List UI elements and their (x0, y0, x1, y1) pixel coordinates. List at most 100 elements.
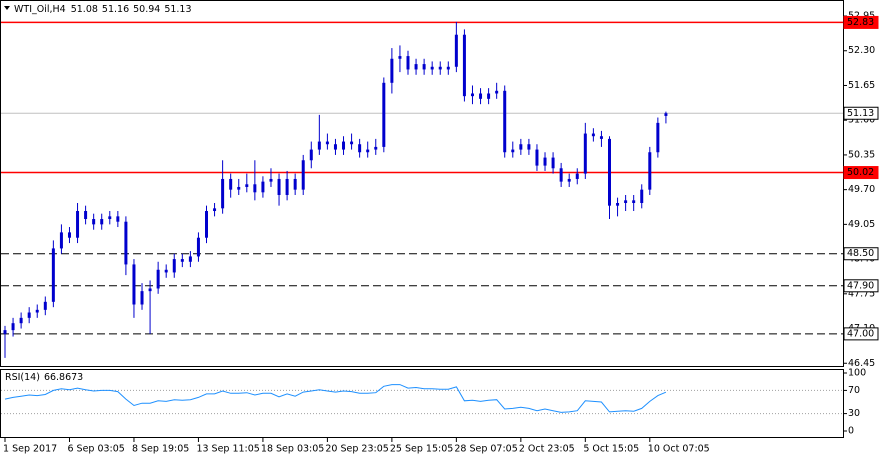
candle-body (124, 221, 128, 265)
x-tick-label: 1 Sep 2017 (3, 444, 57, 455)
y-tick-label: 52.30 (848, 45, 875, 56)
level-label-box (843, 15, 879, 29)
candle-body (640, 189, 644, 203)
candle-body (333, 144, 337, 150)
candle-body (205, 211, 208, 238)
symbol: WTI_Oil,H4 (14, 4, 66, 15)
candle-body (180, 259, 184, 262)
candle-body (51, 248, 55, 302)
header-open: 51.08 (71, 4, 98, 15)
header-close: 51.13 (164, 4, 191, 15)
candle-body (591, 133, 595, 137)
candle-body (76, 211, 80, 238)
candle-body (398, 56, 402, 59)
candle-body (608, 138, 611, 206)
level-label-box (843, 327, 879, 341)
candle-body (237, 186, 241, 190)
candle-body (551, 157, 555, 169)
candle-body (221, 178, 225, 209)
candle-body (301, 160, 305, 190)
candle-body (503, 90, 507, 153)
candle-body (164, 269, 168, 273)
candle-body (366, 149, 370, 153)
y-tick-label: 50.35 (848, 149, 875, 160)
candle-body (583, 133, 587, 174)
header-low: 50.94 (133, 4, 160, 15)
rsi-value: 66.8673 (44, 372, 83, 383)
candle-body (567, 178, 571, 182)
candle-body (92, 219, 96, 225)
rsi-tick-label: 100 (848, 368, 866, 379)
x-tick-label: 2 Oct 23:05 (519, 444, 575, 455)
rsi-tick-label: 30 (848, 408, 860, 419)
candle-body (285, 178, 289, 195)
candle-body (527, 144, 531, 150)
candle-body (293, 178, 297, 190)
candle-body (616, 202, 620, 206)
candle-body (430, 66, 434, 70)
candle-body (156, 269, 160, 289)
x-tick-label: 28 Sep 07:05 (454, 444, 517, 455)
candle-body (446, 66, 450, 70)
x-tick-label: 25 Sep 15:05 (390, 444, 453, 455)
candle-body (309, 149, 313, 161)
candle-body (342, 141, 346, 150)
candle-body (664, 113, 668, 116)
candle-body (656, 122, 660, 153)
rsi-name: RSI(14) (5, 372, 40, 383)
x-tick-label: 8 Sep 19:05 (132, 444, 189, 455)
x-tick-label: 5 Oct 15:05 (583, 444, 639, 455)
y-tick-label: 51.65 (848, 80, 875, 91)
y-tick-label: 49.70 (848, 184, 875, 195)
candle-body (11, 323, 15, 331)
candle-body (172, 259, 176, 273)
candle-body (35, 309, 39, 313)
candle-body (229, 178, 233, 190)
header-high: 51.16 (102, 4, 129, 15)
candle-body (470, 93, 474, 97)
candle-body (253, 184, 257, 193)
x-tick-label: 10 Oct 07:05 (648, 444, 710, 455)
candle-body (67, 232, 71, 238)
candle-body (358, 144, 362, 153)
candle-body (108, 216, 112, 220)
candle-body (84, 211, 88, 220)
candle-body (438, 66, 442, 70)
level-label-box (843, 166, 879, 180)
y-tick-label: 47.75 (848, 288, 875, 299)
y-tick-label: 51.00 (848, 115, 875, 126)
rsi-header: RSI(14) 66.8673 (5, 372, 83, 383)
x-tick-label: 20 Sep 23:05 (325, 444, 388, 455)
rsi-tick-label: 0 (848, 426, 854, 437)
candle-body (317, 141, 321, 150)
x-tick-label: 13 Sep 11:05 (196, 444, 259, 455)
candle-body (59, 232, 63, 249)
candle-body (196, 237, 200, 257)
candle-body (511, 149, 515, 153)
candle-body (19, 317, 23, 324)
chart-header: WTI_Oil,H4 51.08 51.16 50.94 51.13 (14, 4, 192, 15)
menu-arrow (4, 6, 10, 10)
candle-body (100, 219, 104, 225)
candle-body (374, 146, 378, 150)
candle-body (132, 264, 136, 305)
candle-body (454, 34, 458, 67)
level-label: 50.02 (847, 167, 874, 178)
level-label: 47.90 (847, 280, 874, 291)
candle-body (43, 301, 47, 310)
y-tick-label: 46.45 (848, 358, 875, 369)
level-label: 48.50 (847, 248, 874, 259)
rsi-panel (0, 369, 844, 438)
candle-body (422, 64, 426, 70)
candle-body (535, 149, 539, 166)
candle-body (148, 288, 152, 292)
candle-body (350, 141, 354, 145)
candle-body (519, 144, 523, 150)
candle-body (325, 141, 329, 145)
x-tick-label: 6 Sep 03:05 (67, 444, 124, 455)
rsi-line (4, 384, 667, 413)
price-label: 51.13 (847, 108, 874, 119)
candle-body (188, 256, 192, 262)
plot: 52.9552.3051.6551.0050.3549.7049.0548.40… (1, 11, 879, 455)
